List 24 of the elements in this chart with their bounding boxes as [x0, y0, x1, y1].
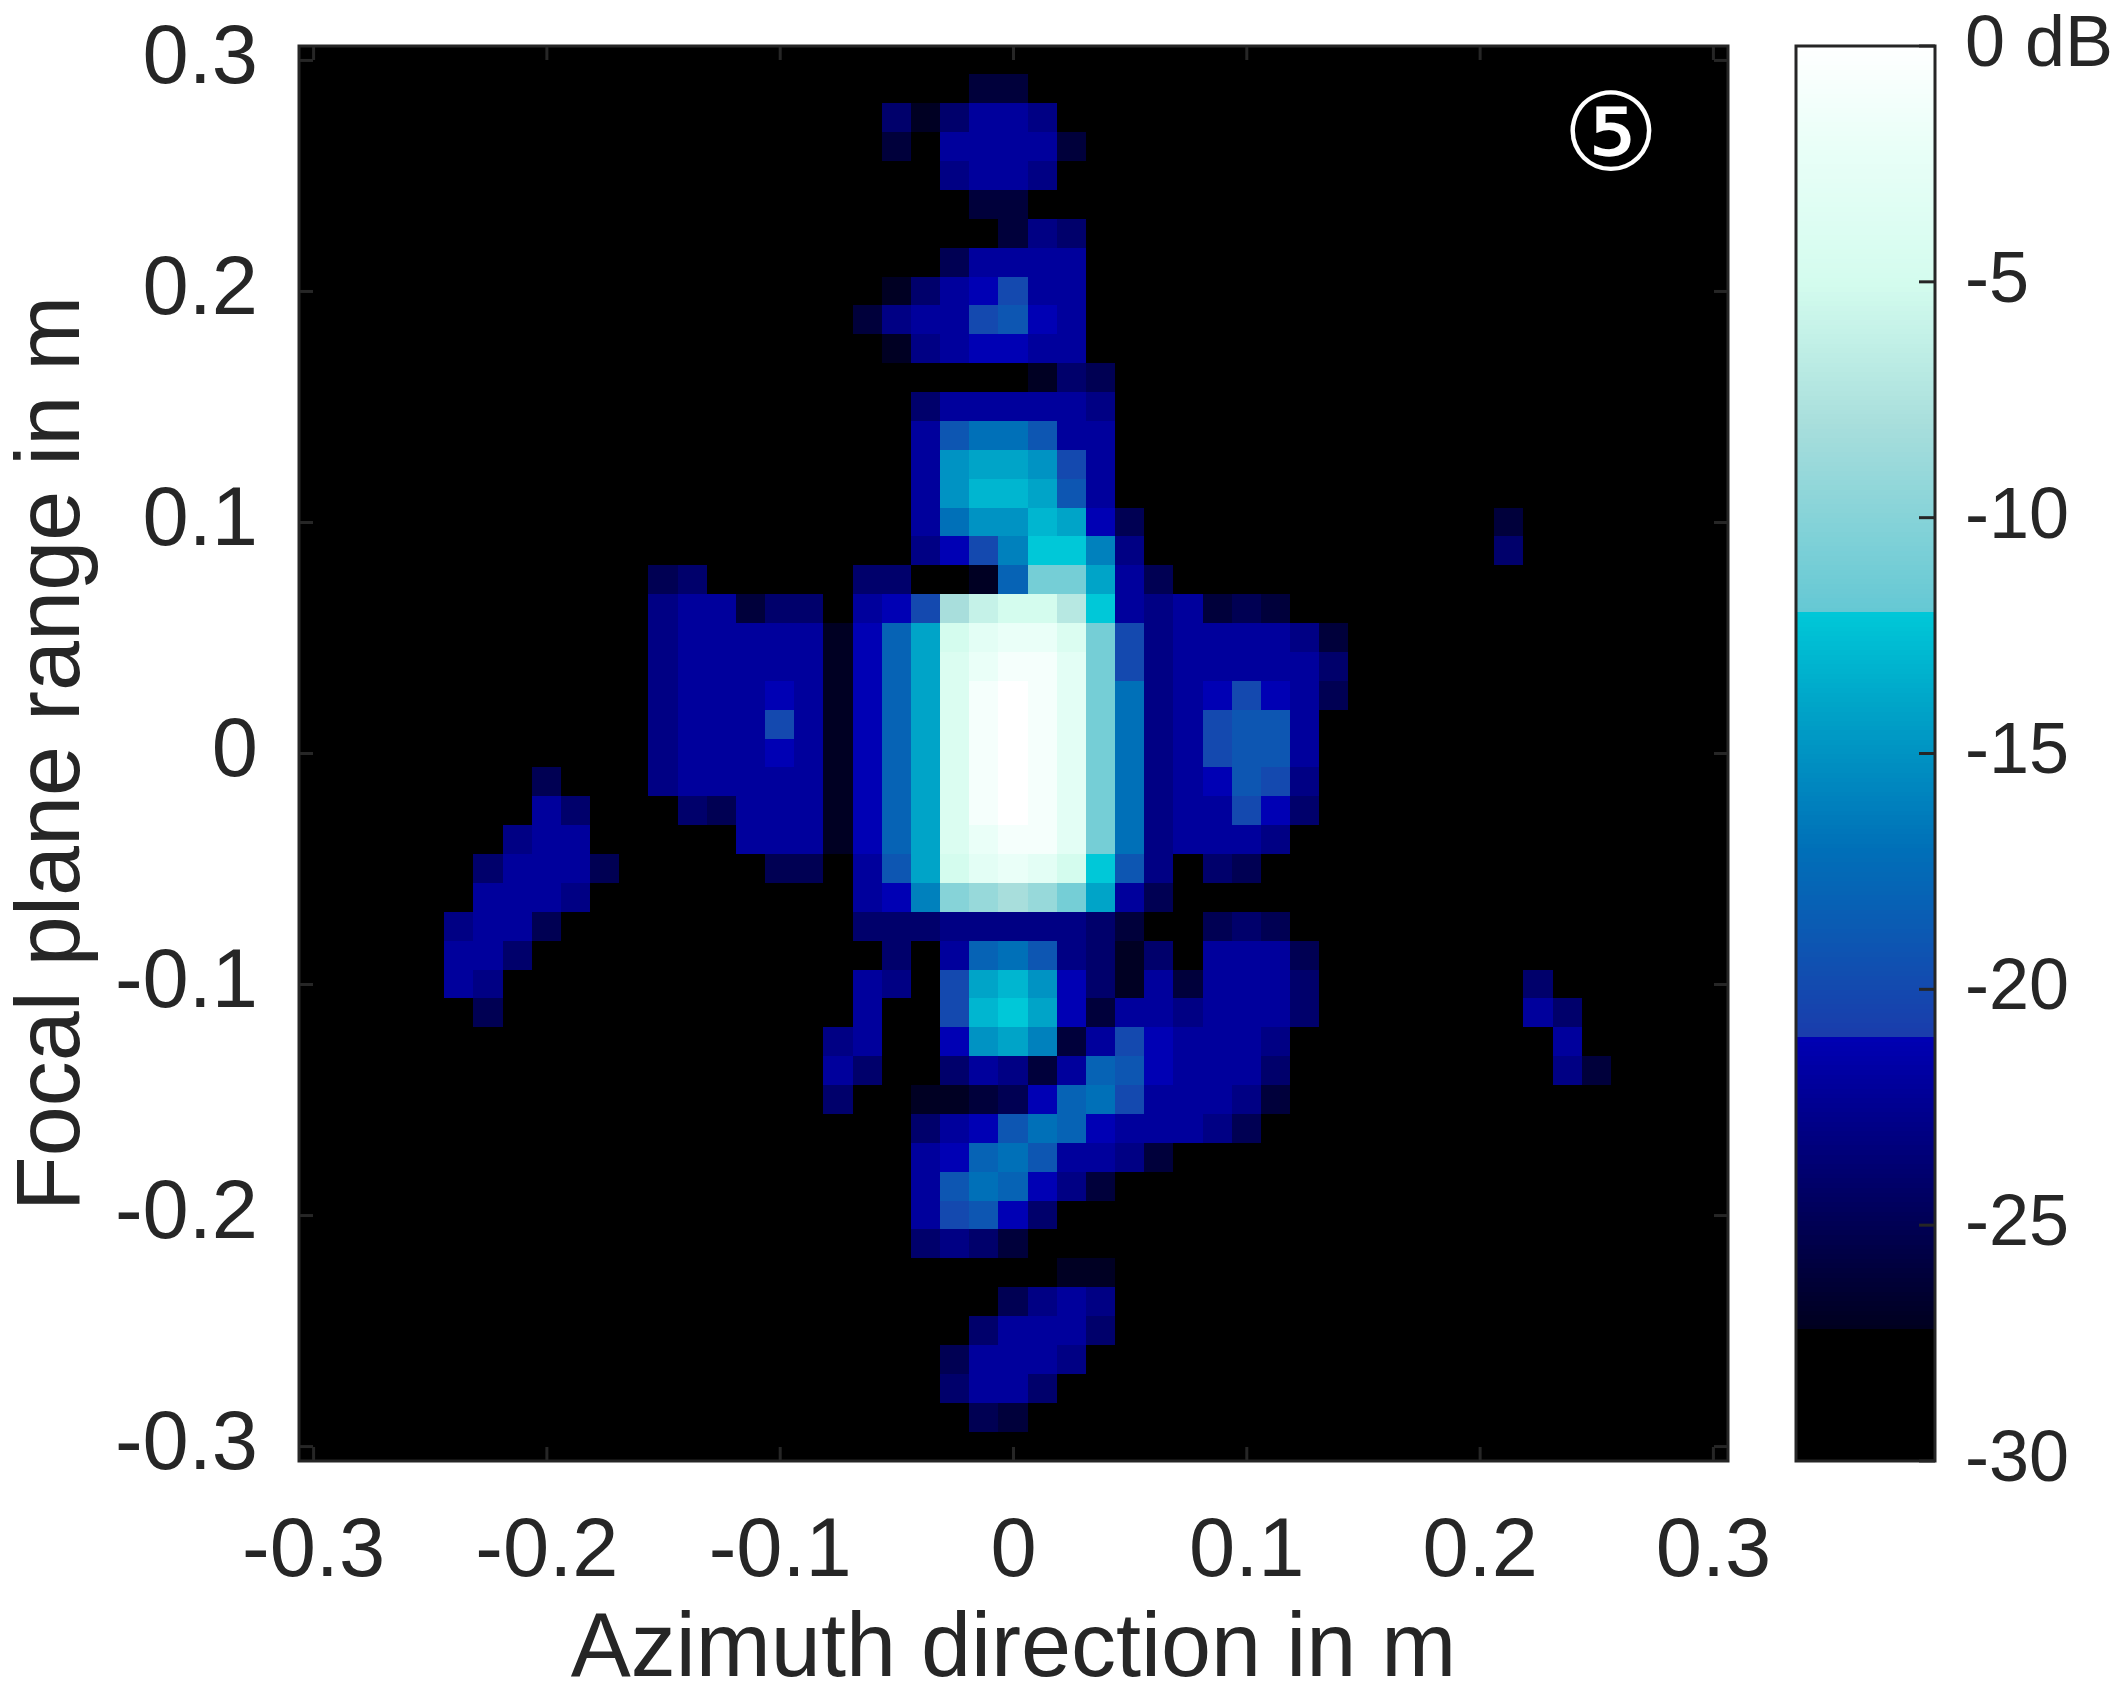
y-tick-label: 0	[211, 701, 258, 795]
y-tick-label: 0.1	[142, 470, 258, 564]
y-axis-title: Focal plane range in m	[0, 295, 98, 1212]
color-bar-label: -25	[1965, 1180, 2070, 1261]
x-axis-title: Azimuth direction in m	[570, 1594, 1457, 1695]
x-tick-label: 0	[990, 1500, 1037, 1594]
color-bar-label: -10	[1965, 472, 2070, 553]
color-bar-label: -5	[1965, 236, 2030, 317]
x-tick-label: -0.1	[708, 1500, 852, 1594]
x-tick-label: -0.3	[242, 1500, 386, 1594]
x-tick-label: 0.2	[1422, 1500, 1538, 1594]
x-tick-label: 0.3	[1655, 1500, 1772, 1594]
x-tick-label: 0.1	[1189, 1500, 1305, 1594]
y-tick-label: -0.2	[114, 1163, 258, 1257]
color-bar-label: -15	[1965, 708, 2070, 789]
color-bar-label: 0 dB	[1965, 0, 2114, 81]
y-tick-label: -0.1	[114, 932, 258, 1026]
y-tick-label: -0.3	[114, 1394, 258, 1488]
color-bar-label: -20	[1965, 944, 2070, 1025]
x-tick-label: -0.2	[475, 1500, 619, 1594]
annotation: ⑤	[1562, 70, 1660, 196]
y-tick-label: 0.3	[142, 8, 258, 102]
color-bar-label: -30	[1965, 1415, 2070, 1496]
y-tick-label: 0.2	[142, 239, 258, 333]
